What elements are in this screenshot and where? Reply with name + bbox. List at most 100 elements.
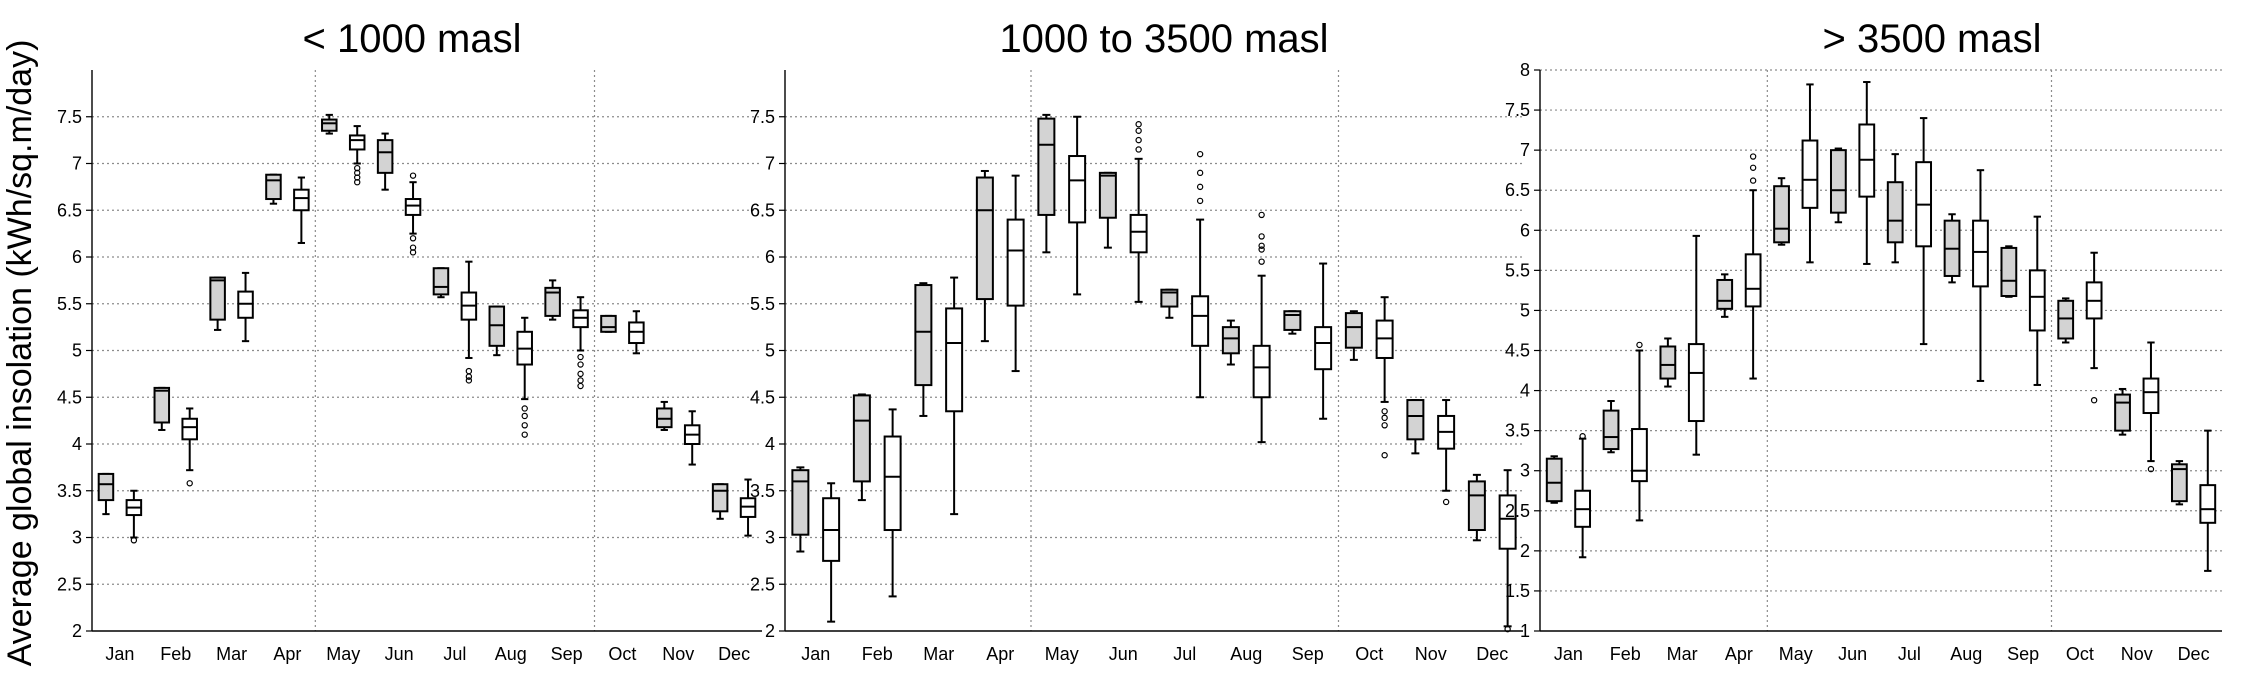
outlier-point xyxy=(521,422,528,429)
y-tick-label: 5.5 xyxy=(1505,260,1530,280)
box-May-b xyxy=(1801,83,1819,264)
x-tick-label: Feb xyxy=(862,644,893,664)
panel-title: < 1000 masl xyxy=(302,17,521,61)
box-iqr xyxy=(2142,377,2160,415)
y-tick-label: 6.5 xyxy=(1505,180,1530,200)
outlier-point xyxy=(1258,258,1265,265)
box-Jun-b xyxy=(404,172,422,256)
outlier-point xyxy=(1135,127,1142,134)
y-tick-label: 2.5 xyxy=(57,574,82,594)
x-tick-label: May xyxy=(326,644,360,664)
y-tick-label: 1.5 xyxy=(1505,581,1530,601)
x-tick-label: Sep xyxy=(2007,644,2039,664)
box-Jul-b xyxy=(1915,117,1933,346)
outlier-point xyxy=(521,412,528,420)
box-Dec-a xyxy=(711,483,729,520)
box-iqr xyxy=(1129,213,1148,254)
box-iqr xyxy=(544,286,561,317)
y-tick-label: 4.5 xyxy=(57,387,82,407)
box-Feb-a xyxy=(153,386,171,431)
outlier-point xyxy=(1196,150,1204,158)
y-tick-label: 3 xyxy=(1520,461,1530,481)
box-Nov-a xyxy=(2114,387,2131,436)
box-Dec-a xyxy=(2170,460,2188,506)
box-iqr xyxy=(1545,457,1563,503)
outlier-point xyxy=(2147,465,2155,473)
box-Jun-b xyxy=(1858,81,1876,265)
x-tick-label: Feb xyxy=(160,644,191,664)
box-Oct-a xyxy=(600,314,617,333)
outlier-point xyxy=(1258,233,1265,240)
box-iqr xyxy=(1631,428,1648,483)
box-iqr xyxy=(1068,155,1087,224)
y-tick-label: 7.5 xyxy=(750,107,775,127)
box-iqr xyxy=(209,276,226,321)
box-Dec-b xyxy=(739,478,757,537)
panel-3: > 3500 masl 1 1.5 2 2.5 3 3.5 4 4.5 5 5.5 6 6.5 7 7.5 8… xyxy=(1505,17,2222,664)
y-tick-label: 7.5 xyxy=(1505,100,1530,120)
x-tick-label: Jun xyxy=(1109,644,1138,664)
x-tick-label: Apr xyxy=(986,644,1014,664)
box-Mar-b xyxy=(237,271,254,343)
x-tick-label: Jan xyxy=(801,644,830,664)
y-tick-label: 7 xyxy=(765,154,775,174)
box-iqr xyxy=(1098,171,1117,219)
box-Apr-b xyxy=(1006,174,1025,373)
box-Mar-a xyxy=(1659,337,1677,388)
outlier-point xyxy=(577,382,584,390)
box-iqr xyxy=(1773,185,1790,244)
box-Jan-a xyxy=(791,466,810,553)
x-tick-label: May xyxy=(1779,644,1813,664)
box-iqr xyxy=(2170,463,2188,503)
box-iqr xyxy=(1659,345,1677,380)
box-Apr-a xyxy=(265,173,282,205)
box-iqr xyxy=(975,176,994,301)
x-tick-label: Apr xyxy=(1725,644,1753,664)
y-tick-label: 4 xyxy=(765,434,775,454)
outlier-point xyxy=(2090,396,2098,404)
box-iqr xyxy=(1886,181,1904,244)
outlier-point xyxy=(465,377,473,384)
y-tick-label: 7 xyxy=(72,154,82,174)
box-iqr xyxy=(1314,326,1333,371)
box-Jul-b xyxy=(1191,150,1210,399)
box-Apr-b xyxy=(1744,153,1762,380)
box-iqr xyxy=(1006,218,1025,307)
outlier-point xyxy=(521,431,528,438)
outlier-point xyxy=(1258,211,1265,219)
box-Sep-a xyxy=(1283,310,1302,335)
y-tick-label: 3.5 xyxy=(57,481,82,501)
box-iqr xyxy=(2057,299,2075,340)
box-May-a xyxy=(1037,113,1056,254)
box-Aug-b xyxy=(1972,169,1989,382)
box-Aug-b xyxy=(1252,211,1271,444)
x-tick-label: Aug xyxy=(1950,644,1982,664)
y-tick-label: 5 xyxy=(72,341,82,361)
box-iqr xyxy=(600,314,617,333)
x-tick-label: Dec xyxy=(718,644,750,664)
box-Sep-b xyxy=(572,296,589,390)
box-Nov-b xyxy=(683,410,701,466)
outlier-point xyxy=(1749,164,1757,171)
box-Aug-a xyxy=(488,305,506,357)
box-iqr xyxy=(1160,288,1179,308)
panel-title: 1000 to 3500 masl xyxy=(999,17,1328,61)
box-iqr xyxy=(2114,393,2131,432)
box-Jul-a xyxy=(1886,153,1904,264)
outlier-point xyxy=(1749,153,1757,160)
panel-2: 1000 to 3500 masl 2 2.5 3 3.5 4 4.5 5 5.5 6 6.5 7 7.… xyxy=(750,17,1523,664)
box-Mar-b xyxy=(945,276,964,516)
box-Feb-b xyxy=(1631,341,1648,522)
y-tick-label: 4.5 xyxy=(750,387,775,407)
x-tick-label: May xyxy=(1045,644,1079,664)
outlier-point xyxy=(577,377,584,384)
x-tick-label: Jul xyxy=(443,644,466,664)
x-tick-label: Apr xyxy=(273,644,301,664)
box-Jul-b xyxy=(460,260,478,384)
box-Oct-b xyxy=(2085,251,2103,404)
box-iqr xyxy=(153,386,171,424)
box-iqr xyxy=(852,394,871,483)
x-tick-label: Jan xyxy=(105,644,134,664)
x-tick-label: Mar xyxy=(216,644,247,664)
